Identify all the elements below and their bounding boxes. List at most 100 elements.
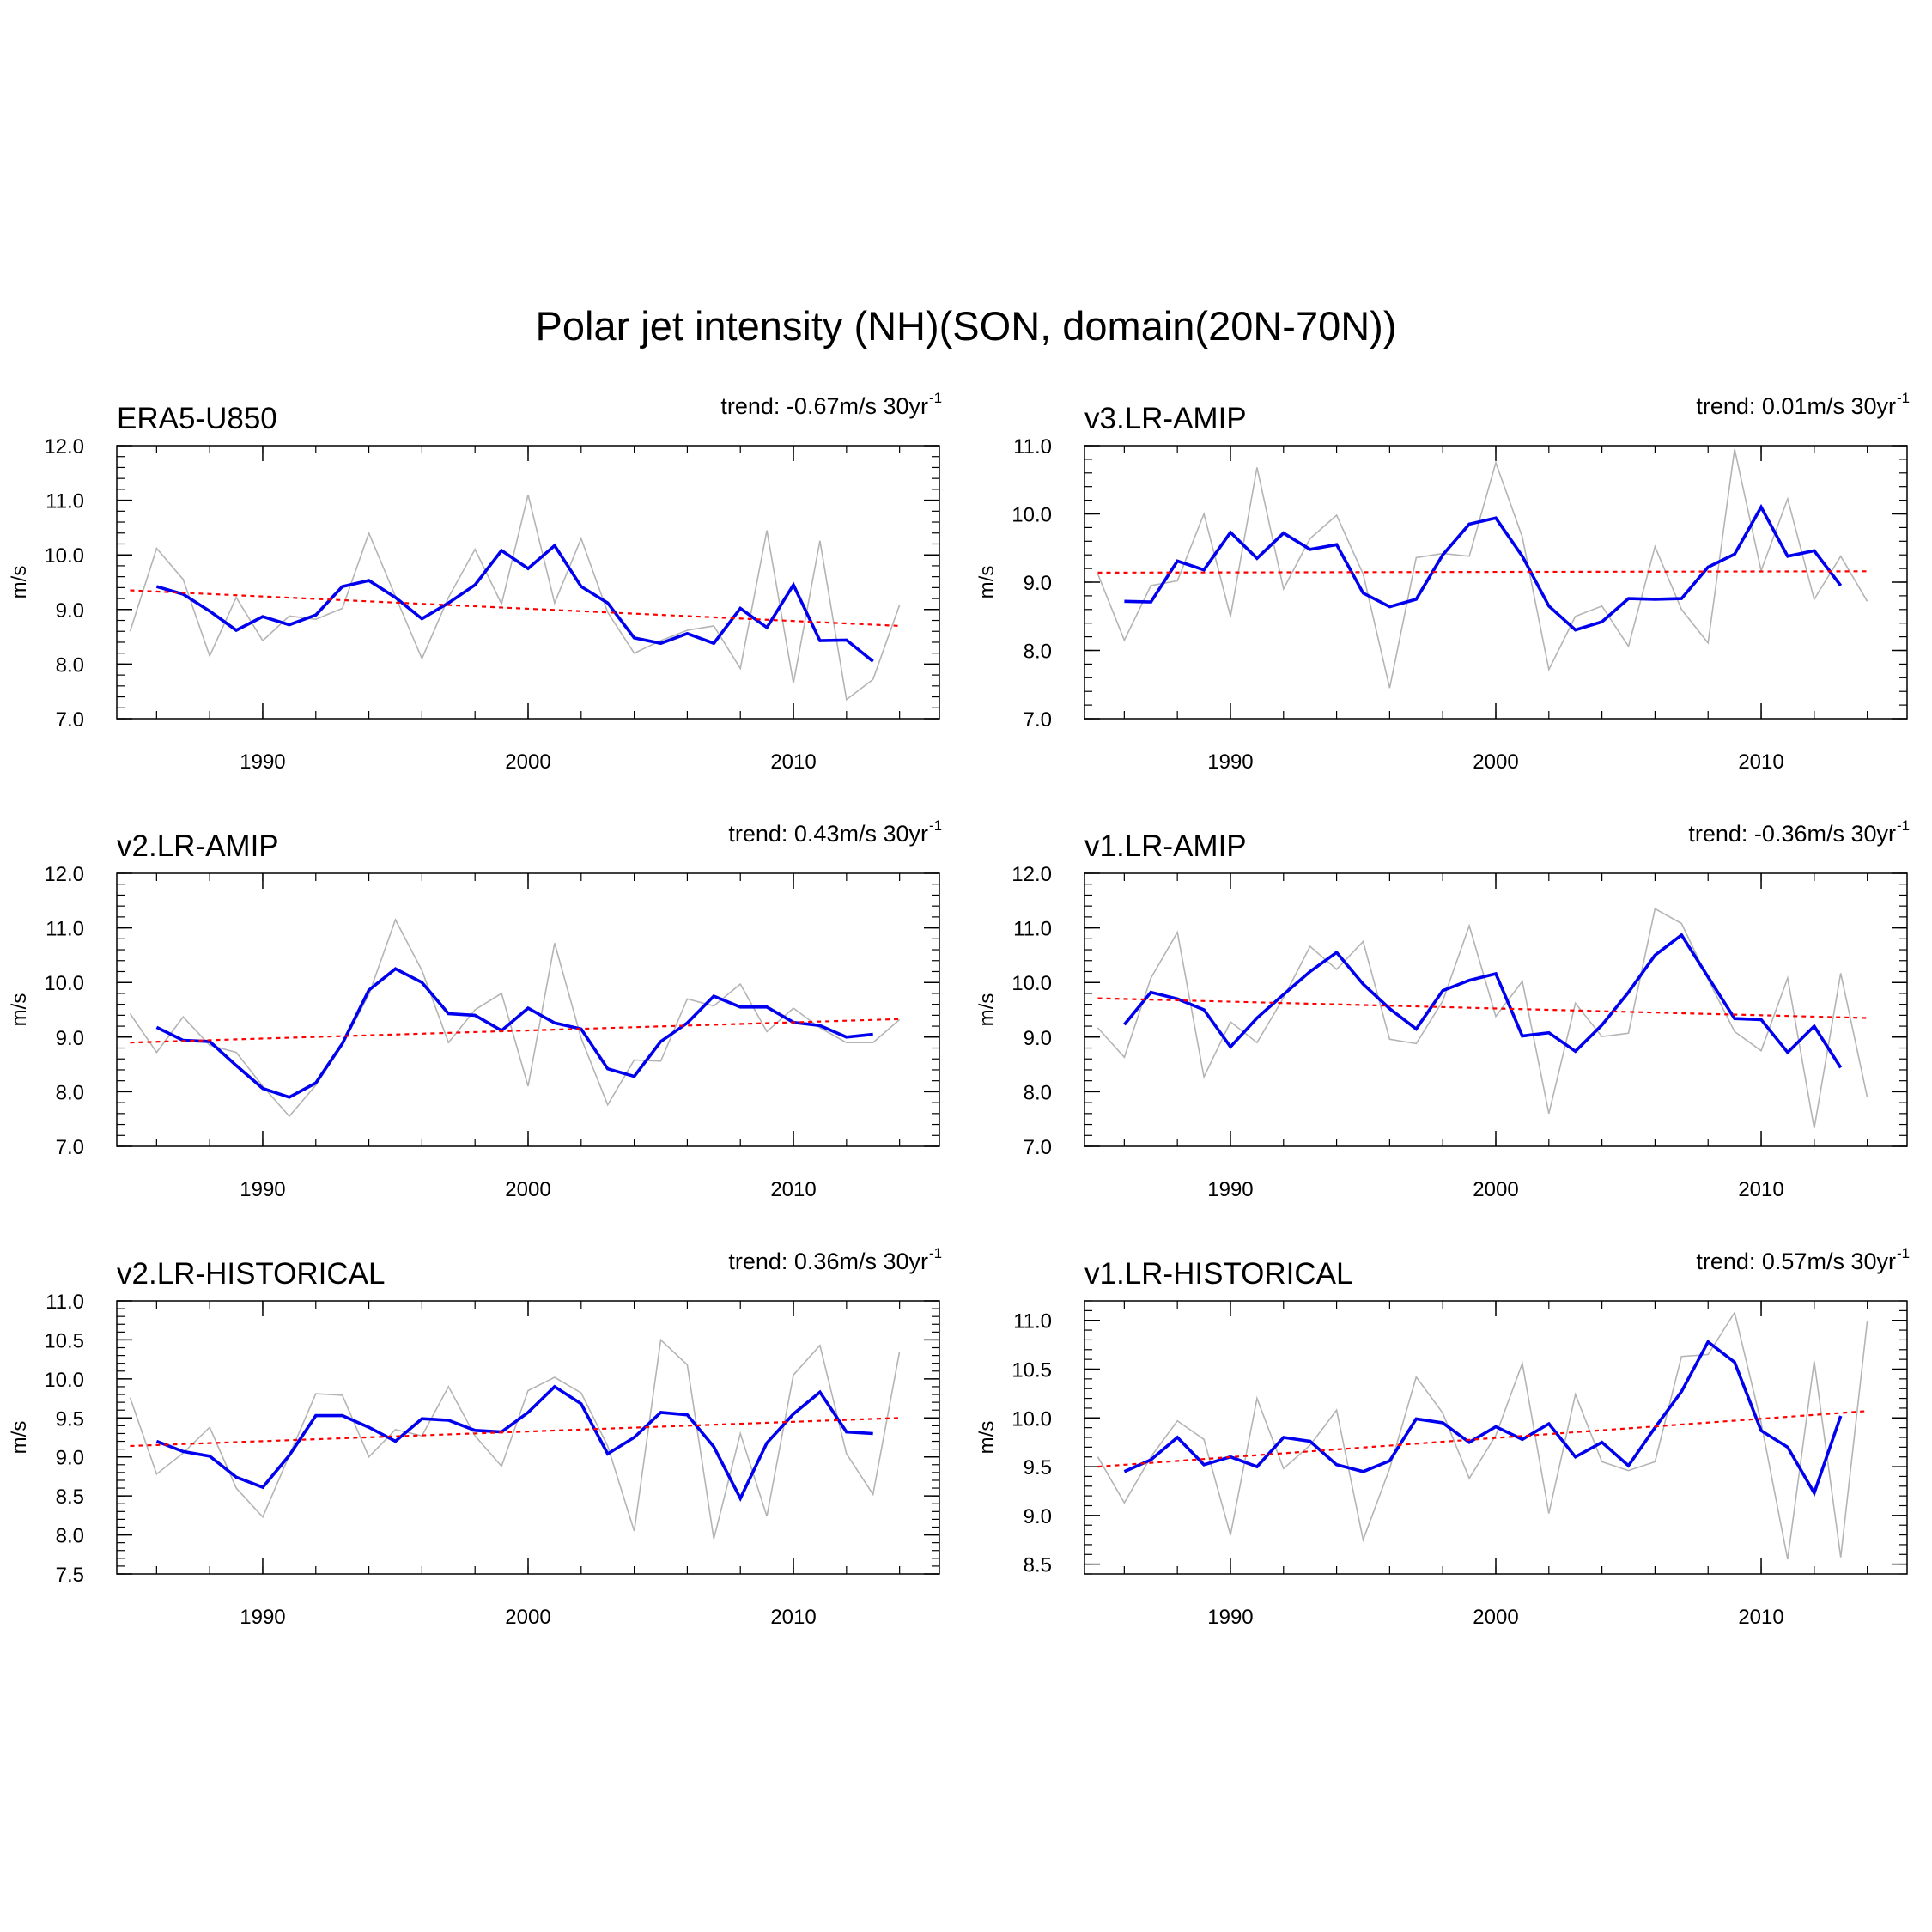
y-tick-label: 7.0 <box>1024 708 1052 732</box>
y-tick-label: 7.5 <box>56 1564 84 1587</box>
figure-title: Polar jet intensity (NH)(SON, domain(20N… <box>535 303 1397 349</box>
plot-frame <box>116 445 940 720</box>
trend-exponent: -1 <box>1897 1245 1910 1261</box>
trend-label: trend: 0.36m/s 30yr <box>728 1249 928 1274</box>
x-tick-label: 1990 <box>240 1606 285 1629</box>
y-axis-label: m/s <box>975 1421 999 1455</box>
panel-3: 7.0 8.0 9.0 10.0 11.0 12.0 1990 2000 2010 m/s v2.L… <box>8 817 942 1201</box>
y-tick-label: 7.0 <box>56 708 84 732</box>
trend-line <box>1097 997 1868 1019</box>
y-tick-label: 10.5 <box>1012 1359 1052 1382</box>
y-tick-label: 8.0 <box>1024 1081 1052 1104</box>
x-tick-label: 1990 <box>1207 750 1253 774</box>
trend-line <box>1097 1410 1868 1468</box>
plot-frame <box>116 1300 940 1575</box>
y-tick-label: 8.0 <box>56 1525 84 1548</box>
trend-label: trend: -0.67m/s 30yr <box>720 393 928 419</box>
y-tick-label: 12.0 <box>1012 863 1052 886</box>
y-tick-label: 11.0 <box>46 490 84 513</box>
trend-exponent: -1 <box>929 817 942 834</box>
y-axis-label: m/s <box>8 993 31 1027</box>
trend-exponent: -1 <box>1897 390 1910 406</box>
panel-4: 7.0 8.0 9.0 10.0 11.0 12.0 1990 2000 2010 m/s v1.L… <box>975 817 1910 1201</box>
trend-label: trend: 0.57m/s 30yr <box>1696 1249 1896 1274</box>
trend-exponent: -1 <box>1897 817 1910 834</box>
raw-series-line <box>1097 448 1868 689</box>
x-tick-label: 2010 <box>770 750 816 774</box>
panel-title: v3.LR-AMIP <box>1084 402 1247 435</box>
y-tick-label: 8.0 <box>56 653 84 677</box>
trend-label: trend: 0.01m/s 30yr <box>1696 393 1896 419</box>
panel-title: v1.LR-AMIP <box>1084 829 1247 863</box>
y-axis-label: m/s <box>8 566 31 599</box>
raw-series-line <box>1097 1310 1868 1560</box>
panel-title: v2.LR-HISTORICAL <box>117 1257 386 1291</box>
panel-1: 7.0 8.0 9.0 10.0 11.0 12.0 1990 2000 2010 m/s ERA5… <box>8 390 942 774</box>
panel-title: v1.LR-HISTORICAL <box>1084 1257 1353 1291</box>
trend-exponent: -1 <box>929 390 942 406</box>
x-tick-label: 2000 <box>1473 1178 1518 1201</box>
y-tick-label: 12.0 <box>44 863 84 886</box>
raw-series-line <box>129 1338 901 1540</box>
smoothed-series-line <box>1123 1339 1843 1498</box>
panel-title: v2.LR-AMIP <box>117 829 279 863</box>
y-tick-label: 10.0 <box>44 1369 84 1392</box>
x-tick-label: 2000 <box>505 1178 550 1201</box>
y-tick-label: 9.0 <box>56 1447 84 1470</box>
x-tick-label: 2000 <box>505 750 550 774</box>
y-tick-label: 11.0 <box>1013 918 1052 941</box>
x-tick-label: 1990 <box>240 1178 285 1201</box>
y-tick-label: 9.0 <box>56 1027 84 1050</box>
y-tick-label: 11.0 <box>1013 435 1052 459</box>
panel-2: 7.0 8.0 9.0 10.0 11.0 1990 2000 2010 m/s v3.LR-AM… <box>975 390 1910 774</box>
y-tick-label: 8.0 <box>56 1081 84 1104</box>
y-tick-label: 10.0 <box>1012 1407 1052 1431</box>
plot-frame <box>1084 445 1908 720</box>
raw-series-line <box>129 918 901 1118</box>
trend-exponent: -1 <box>929 1245 942 1261</box>
trend-line <box>130 589 900 627</box>
y-tick-label: 10.0 <box>1012 504 1052 527</box>
trend-line <box>1097 570 1868 574</box>
y-axis-label: m/s <box>975 566 999 599</box>
trend-label: trend: -0.36m/s 30yr <box>1688 821 1896 847</box>
y-tick-label: 11.0 <box>1013 1310 1052 1334</box>
x-tick-label: 2010 <box>1738 1178 1783 1201</box>
y-tick-label: 7.0 <box>56 1136 84 1159</box>
x-tick-label: 2010 <box>770 1178 816 1201</box>
x-tick-label: 1990 <box>240 750 285 774</box>
y-tick-label: 12.0 <box>44 435 84 459</box>
y-tick-label: 8.0 <box>1024 641 1052 664</box>
smoothed-series-line <box>1123 933 1843 1069</box>
raw-series-line <box>129 495 901 702</box>
y-tick-label: 10.0 <box>44 972 84 995</box>
y-tick-label: 10.0 <box>1012 972 1052 995</box>
y-tick-label: 9.5 <box>56 1407 84 1431</box>
y-tick-label: 9.0 <box>1024 1027 1052 1050</box>
smoothed-series-line <box>155 543 874 663</box>
trend-label: trend: 0.43m/s 30yr <box>728 821 928 847</box>
smoothed-series-line <box>1124 503 1843 632</box>
y-tick-label: 10.0 <box>44 544 84 568</box>
y-tick-label: 8.5 <box>56 1485 84 1509</box>
x-tick-label: 2010 <box>1738 1606 1783 1629</box>
plot-frame <box>1084 872 1908 1147</box>
y-tick-label: 9.0 <box>56 599 84 623</box>
panel-5: 7.5 8.0 8.5 9.0 9.5 10.0 10.5 11.0 1990 2000 2010 m… <box>8 1245 942 1629</box>
x-tick-label: 2000 <box>505 1606 550 1629</box>
smoothed-series-line <box>155 1384 873 1502</box>
x-tick-label: 1990 <box>1207 1178 1253 1201</box>
x-tick-label: 1990 <box>1207 1606 1253 1629</box>
panel-title: ERA5-U850 <box>117 402 277 435</box>
smoothed-series-line <box>155 967 873 1099</box>
panel-6: 8.5 9.0 9.5 10.0 10.5 11.0 1990 2000 2010 m/s v1.L… <box>975 1245 1910 1629</box>
y-tick-label: 11.0 <box>46 1291 84 1314</box>
raw-series-line <box>1097 908 1868 1129</box>
y-tick-label: 11.0 <box>46 918 84 941</box>
y-tick-label: 9.5 <box>1024 1456 1052 1479</box>
y-tick-label: 10.5 <box>44 1329 84 1352</box>
y-axis-label: m/s <box>8 1421 31 1455</box>
x-tick-label: 2010 <box>770 1606 816 1629</box>
x-tick-label: 2000 <box>1473 1606 1518 1629</box>
